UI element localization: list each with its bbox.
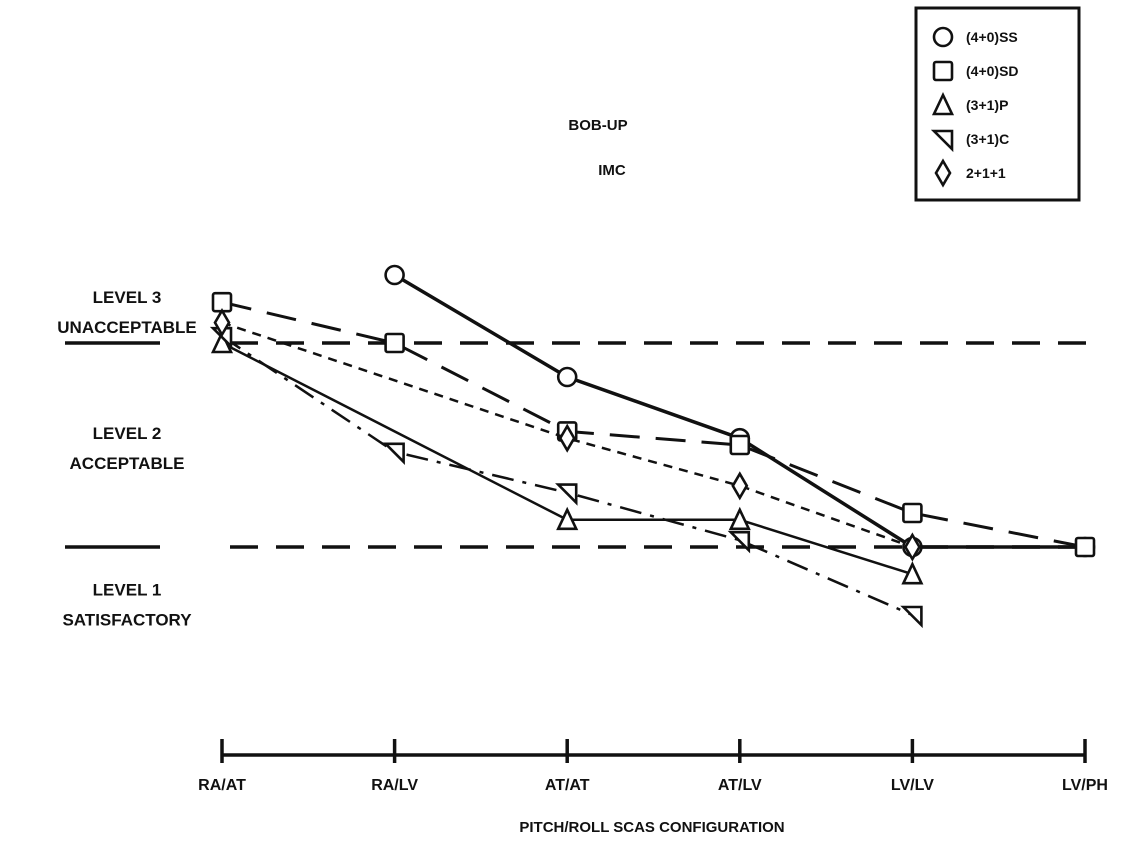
series-5-point-4 — [731, 471, 749, 501]
series-2 — [211, 291, 1096, 558]
chart-subtitle: IMC — [598, 162, 626, 179]
legend-marker-5 — [934, 158, 952, 188]
x-tick-label-4: AT/LV — [718, 777, 762, 794]
series-3-point-5 — [901, 561, 924, 585]
chart-title: BOB-UP — [568, 117, 627, 134]
series-5 — [213, 308, 921, 562]
series-5-point-5 — [903, 532, 921, 562]
series-2-point-2 — [384, 332, 405, 354]
series-3-point-3 — [556, 506, 579, 531]
series-1-point-2 — [384, 264, 405, 286]
series-2-point-4 — [729, 434, 751, 456]
legend-label-3: (3+1)P — [966, 97, 1008, 113]
legend-marker-2 — [932, 60, 954, 82]
series-4-point-3 — [555, 483, 578, 506]
series-line-2 — [221, 300, 1086, 549]
series-line-1 — [393, 273, 1085, 549]
series-4-point-4 — [727, 530, 751, 554]
series-3 — [210, 329, 924, 585]
series-2-point-5 — [902, 502, 923, 524]
legend-label-1: (4+0)SS — [966, 29, 1018, 45]
series-4 — [209, 326, 923, 629]
x-axis: RA/AT RA/LV AT/AT AT/LV LV/LV LV/PH — [198, 739, 1108, 794]
series-1-point-3 — [556, 366, 578, 388]
series-5-point-3 — [558, 423, 576, 453]
level-label-2: LEVEL 2 — [93, 424, 162, 443]
x-tick-label-1: RA/AT — [198, 777, 246, 794]
series-layer — [209, 264, 1096, 629]
level-labels: LEVEL 3 UNACCEPTABLE LEVEL 2 ACCEPTABLE LEVE… — [57, 288, 196, 629]
series-4-point-2 — [382, 442, 405, 465]
x-tick-label-2: RA/LV — [371, 777, 418, 794]
x-tick-label-5: LV/LV — [891, 777, 934, 794]
legend-label-4: (3+1)C — [966, 131, 1009, 147]
level-description-3: SATISFACTORY — [62, 610, 192, 629]
x-tick-label-6: LV/PH — [1062, 777, 1108, 794]
series-4-point-5 — [900, 605, 923, 629]
series-2-point-6 — [1074, 536, 1096, 558]
x-axis-label: PITCH/ROLL SCAS CONFIGURATION — [519, 819, 784, 836]
legend: (4+0)SS (4+0)SD (3+1)P (3+1)C 2+1+1 — [914, 6, 1081, 202]
legend-marker-1 — [932, 26, 954, 48]
legend-marker-3 — [931, 91, 955, 116]
legend-marker-4 — [930, 129, 954, 153]
series-line-5 — [221, 321, 913, 549]
series-3-point-4 — [728, 506, 751, 531]
level-description-2: ACCEPTABLE — [70, 454, 185, 473]
level-label-1: LEVEL 3 — [93, 288, 162, 307]
legend-label-2: (4+0)SD — [966, 63, 1019, 79]
level-description-1: UNACCEPTABLE — [57, 318, 196, 337]
legend-label-5: 2+1+1 — [966, 165, 1006, 181]
level-label-3: LEVEL 1 — [93, 580, 162, 599]
series-line-3 — [221, 341, 913, 576]
series-5-point-1 — [213, 308, 231, 338]
x-tick-label-3: AT/AT — [545, 777, 590, 794]
